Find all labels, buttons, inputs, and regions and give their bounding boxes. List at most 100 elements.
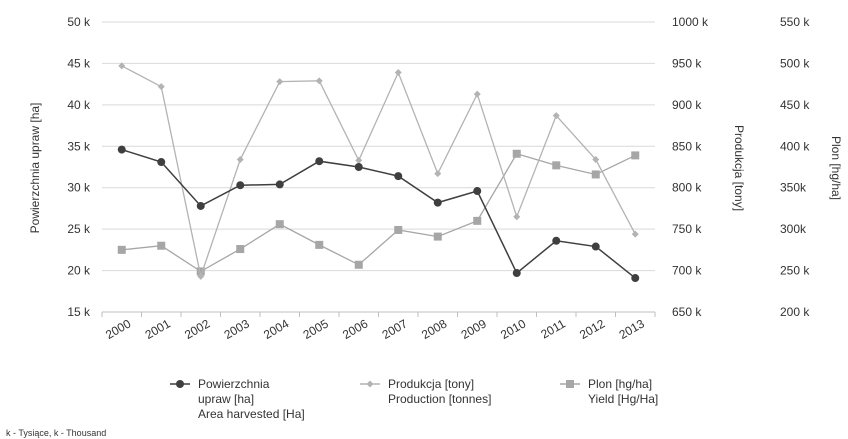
right-production-tick-label: 800 k — [672, 181, 702, 195]
left-tick-label: 35 k — [67, 139, 91, 153]
x-tick-label: 2003 — [222, 316, 252, 342]
x-tick-label: 2011 — [538, 316, 568, 341]
point-yield — [473, 216, 482, 225]
x-tick-label: 2013 — [617, 316, 647, 342]
right-yield-tick-label: 500 k — [780, 56, 810, 70]
legend-item-production: Produkcja [tony]Production [tonnes] — [360, 377, 491, 406]
x-tick-label: 2004 — [261, 316, 291, 342]
point-yield — [512, 149, 521, 158]
legend-label: Yield [Hg/Ha] — [588, 392, 658, 406]
point-area — [552, 236, 561, 245]
footnote: k - Tysiące, k - Thousand — [6, 428, 106, 438]
x-tick-label: 2002 — [182, 316, 212, 342]
point-area — [236, 181, 245, 190]
legend-label: upraw [ha] — [198, 392, 254, 406]
right-yield-tick-label: 200 k — [780, 305, 810, 319]
point-production — [355, 156, 363, 164]
right-production-tick-label: 750 k — [672, 222, 702, 236]
point-area — [354, 163, 363, 171]
point-area — [117, 145, 126, 154]
x-tick-label: 2001 — [143, 316, 173, 342]
x-tick-label: 2007 — [380, 316, 410, 342]
point-area — [512, 269, 521, 278]
gridlines — [101, 21, 656, 317]
point-production — [197, 272, 205, 280]
point-yield — [315, 240, 324, 249]
point-area — [631, 274, 640, 283]
point-area — [473, 187, 482, 196]
right-axis-production-ticks: 650 k 700 k 750 k 800 k 850 k 900 k 950 k 1000 … — [672, 15, 709, 319]
x-tick-label: 2012 — [577, 316, 607, 342]
right-yield-tick-label: 550 k — [780, 15, 810, 29]
right-axis-yield-title: Plon [hg/ha] — [829, 136, 843, 200]
point-production — [315, 77, 323, 85]
legend-swatch-marker — [366, 380, 374, 388]
x-tick-label: 2000 — [103, 316, 133, 342]
series-production — [118, 62, 639, 280]
point-yield — [631, 151, 640, 160]
point-area — [157, 158, 166, 167]
right-production-tick-label: 850 k — [672, 139, 702, 153]
left-tick-label: 20 k — [67, 264, 91, 278]
legend-label: Powierzchnia — [198, 377, 270, 391]
legend-label: Plon [hg/ha] — [588, 377, 652, 391]
left-tick-label: 40 k — [67, 98, 91, 112]
point-production — [118, 62, 126, 70]
point-area — [196, 201, 205, 210]
legend-swatch-marker — [176, 380, 184, 388]
point-area — [433, 198, 442, 207]
point-production — [631, 230, 639, 238]
point-yield — [394, 225, 403, 234]
left-tick-label: 50 k — [67, 15, 91, 29]
point-yield — [196, 267, 205, 276]
legend-label: Production [tonnes] — [388, 392, 491, 406]
right-axis-production-title: Produkcja [tony] — [732, 125, 746, 211]
point-production — [473, 90, 481, 98]
point-yield — [236, 245, 245, 254]
right-yield-tick-label: 400 k — [780, 139, 810, 153]
point-production — [552, 112, 560, 120]
right-yield-tick-label: 450 k — [780, 98, 810, 112]
point-production — [592, 156, 600, 164]
point-yield — [552, 161, 561, 170]
point-area — [275, 180, 284, 189]
x-tick-label: 2005 — [301, 316, 331, 342]
right-yield-tick-label: 300k — [780, 222, 807, 236]
series-line-production — [121, 65, 636, 279]
left-axis-title: Powierzchnia upraw [ha] — [28, 103, 42, 234]
right-production-tick-label: 900 k — [672, 98, 702, 112]
point-production — [394, 69, 402, 77]
point-area — [315, 157, 324, 166]
point-production — [513, 213, 521, 221]
point-yield — [354, 260, 363, 269]
right-production-tick-label: 650 k — [672, 305, 702, 319]
series-line-area — [121, 148, 636, 279]
legend-item-yield: Plon [hg/ha]Yield [Hg/Ha] — [560, 377, 658, 406]
point-production — [157, 83, 165, 91]
legend-swatch-marker — [566, 380, 574, 388]
left-tick-label: 15 k — [67, 305, 91, 319]
point-production — [236, 156, 244, 164]
x-tick-label: 2008 — [419, 316, 449, 342]
legend-label: Area harvested [Ha] — [198, 407, 305, 421]
left-tick-label: 30 k — [67, 181, 91, 195]
right-yield-tick-label: 250 k — [780, 264, 810, 278]
right-yield-tick-label: 350k — [780, 181, 807, 195]
right-production-tick-label: 700 k — [672, 264, 702, 278]
series-yield — [117, 149, 640, 276]
left-axis-ticks: 15 k 20 k 25 k 30 k 35 k 40 k 45 k 50 k — [67, 15, 91, 319]
x-tick-label: 2006 — [340, 316, 370, 342]
point-area — [591, 242, 600, 251]
point-yield — [157, 241, 166, 250]
point-yield — [275, 220, 284, 229]
series-area — [117, 145, 640, 283]
series-line-yield — [121, 152, 636, 273]
point-yield — [591, 170, 600, 179]
point-yield — [117, 245, 126, 254]
point-yield — [433, 232, 442, 241]
x-tick-label: 2009 — [459, 316, 489, 342]
point-production — [434, 170, 442, 178]
